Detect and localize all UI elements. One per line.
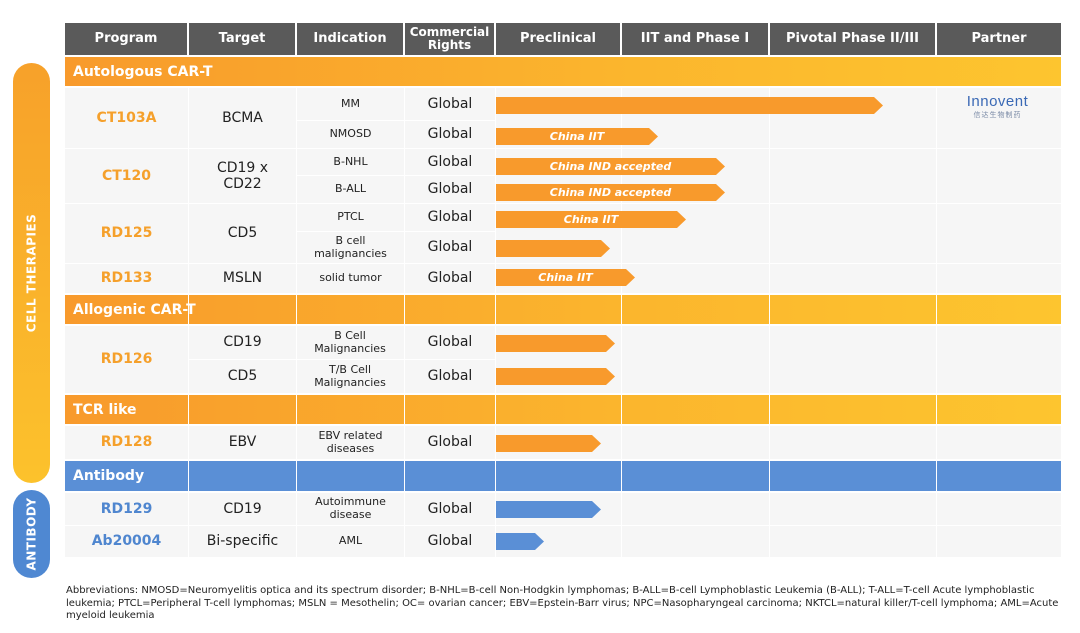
pipeline-bar-rd126-cd5 [496,368,615,385]
antibody-pill: ANTIBODY [13,490,50,578]
indication-bcell2: B Cell Malignancies [314,328,386,355]
indication-nmosd: NMOSD [329,126,372,140]
header-pivotal: Pivotal Phase II/III [770,23,935,55]
pipeline-bar-ct120-bnhl: China IND accepted [496,158,725,175]
innovent-logo: Innovent 信达生物制药 [950,93,1045,120]
pipeline-bar-ab20004 [496,533,544,550]
indication-ebv: EBV related diseases [318,428,383,455]
pipeline-bar-rd133: China IIT [496,269,635,286]
target-rd129: CD19 [223,500,262,517]
pipeline-bar-ct120-ball: China IND accepted [496,184,725,201]
cell-therapies-pill: CELL THERAPIES [13,63,50,483]
target-ab20004: Bi-specific [206,533,279,550]
rights-rd126-cd5: Global [427,368,473,385]
header-preclinical: Preclinical [496,23,620,55]
indication-bcell: B cell malignancies [314,233,387,260]
program-rd126: RD126 [100,351,153,368]
header-program: Program [65,23,187,55]
target-ct120: CD19 x CD22 [216,159,269,192]
antibody-side-label: ANTIBODY [24,497,39,571]
target-rd126-cd19: CD19 [223,334,262,351]
rights-rd133: Global [427,270,473,287]
rights-rd126-cd19: Global [427,334,473,351]
rights-rd129: Global [427,500,473,517]
indication-tbcell: T/B Cell Malignancies [314,362,386,389]
pipeline-bar-rd128 [496,435,601,452]
rights-ab20004: Global [427,533,473,550]
program-rd125: RD125 [100,225,153,242]
header-commercial-rights: Commercial Rights [405,23,494,55]
indication-bnhl: B-NHL [333,154,368,168]
rights-ct120-bnhl: Global [427,153,473,170]
target-rd128: EBV [228,434,257,451]
abbreviations-footnote: Abbreviations: NMOSD=Neuromyelitis optic… [66,585,1059,621]
pipeline-bar-rd125-ptcl: China IIT [496,211,686,228]
target-ct103a: BCMA [222,109,263,126]
pipeline-bar-ct103a-nmosd: China IIT [496,128,658,145]
header-indication: Indication [297,23,403,55]
rights-rd125-bcell: Global [427,239,473,256]
pipeline-bar-rd125-bcell [496,240,610,257]
indication-mm: MM [341,96,360,110]
header-target: Target [189,23,295,55]
pipeline-bar-rd129 [496,501,601,518]
program-ct103a: CT103A [96,109,157,126]
section-allogenic: Allogenic CAR-T [65,295,1061,324]
program-ct120: CT120 [101,167,152,184]
rights-rd125-ptcl: Global [427,209,473,226]
program-ab20004: Ab20004 [91,533,162,550]
partner-name: Innovent [966,93,1029,110]
program-rd129: RD129 [100,500,153,517]
indication-ptcl: PTCL [337,210,364,224]
program-rd128: RD128 [100,434,153,451]
indication-aml: AML [338,534,363,548]
rights-ct103a-mm: Global [427,95,473,112]
rights-ct103a-nmosd: Global [427,125,473,142]
target-rd125: CD5 [227,225,258,242]
partner-subtitle: 信达生物制药 [973,111,1022,119]
section-antibody: Antibody [65,461,1061,491]
section-autologous: Autologous CAR-T [65,57,1061,86]
rights-ct120-ball: Global [427,181,473,198]
section-tcr: TCR like [65,395,1061,424]
target-rd133: MSLN [222,270,263,287]
indication-solid: solid tumor [319,271,382,285]
program-rd133: RD133 [100,270,153,287]
indication-autoimmune: Autoimmune disease [315,495,386,521]
cell-therapies-label: CELL THERAPIES [24,213,39,333]
header-partner: Partner [937,23,1061,55]
indication-ball: B-ALL [334,182,367,196]
target-rd126-cd5: CD5 [227,368,258,385]
pipeline-bar-ct103a-mm [496,97,883,114]
header-phase1: IIT and Phase I [622,23,768,55]
rights-rd128: Global [427,434,473,451]
pipeline-bar-rd126-cd19 [496,335,615,352]
